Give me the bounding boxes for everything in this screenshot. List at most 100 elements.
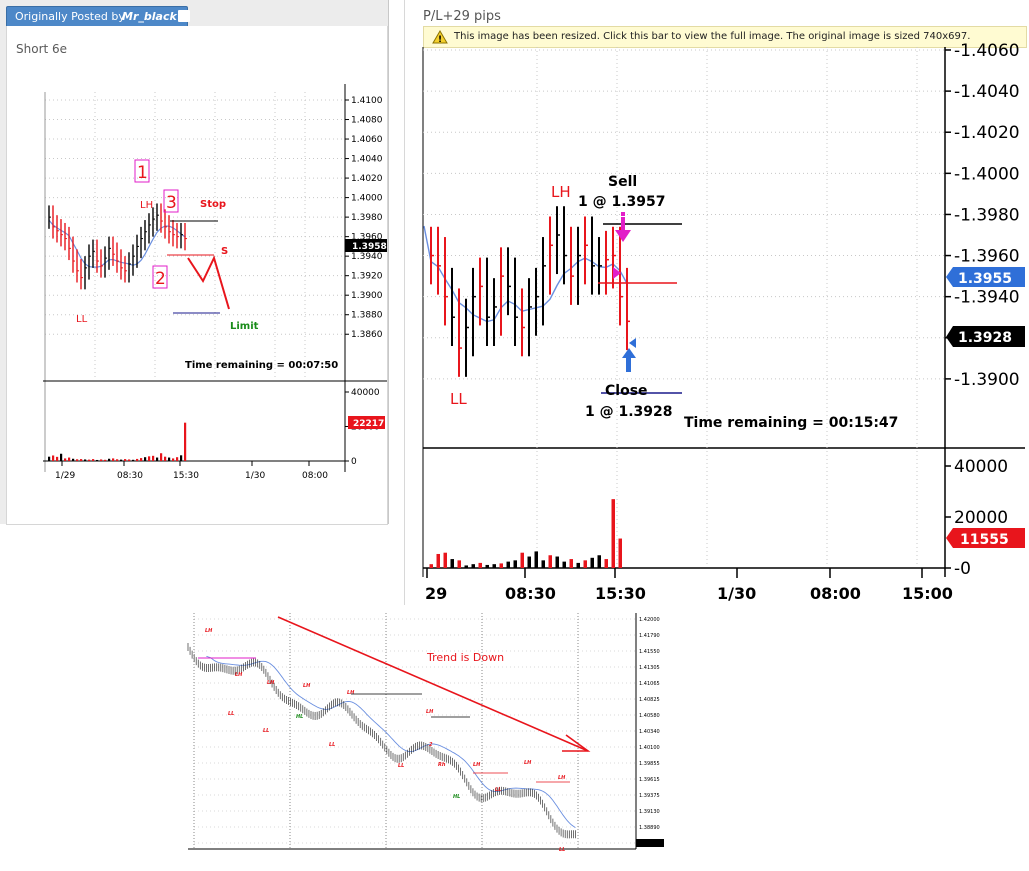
volume-bar [541, 560, 545, 568]
volume-bar [168, 457, 171, 461]
stop-label: Stop [200, 199, 226, 210]
price-ticks: 1.42000 1.41790 1.41550 1.41305 1.41065 1.408… [639, 617, 660, 847]
price-tick-label: -1.4040 [954, 82, 1020, 102]
price-tick-label: 1.38890 [639, 825, 660, 831]
chart-trend: 1.42000 1.41790 1.41550 1.41305 1.41065 1.408… [186, 605, 668, 853]
time-tick-label: 15:30 [173, 471, 199, 481]
price-tick-label: 1.3920 [351, 272, 383, 282]
secondary-price-box [946, 267, 1025, 287]
current-price: 1.3958 [352, 242, 387, 252]
volume-bar [478, 562, 482, 568]
volume-bar [72, 458, 75, 461]
volume-bar [132, 459, 135, 461]
price-tick-label: 1.40580 [639, 713, 660, 719]
swing-label: LH [347, 690, 355, 696]
time-tick-label: 15:00 [902, 584, 953, 603]
price-tick-label: 1.39130 [639, 809, 660, 815]
price-tick-label: 1.3880 [351, 311, 383, 321]
price-tick-label: 1.4020 [351, 174, 383, 184]
current-price-box [636, 839, 664, 847]
price-tick-label: 1.3960 [351, 233, 383, 243]
sell-arrow-icon [615, 212, 631, 242]
volume-tick-label: -0 [954, 559, 971, 579]
swing-label: LH [235, 672, 243, 678]
chart-small-price: 1.4100 1.4080 1.4060 1.4040 1.4020 1.4000 1.39… [43, 84, 387, 481]
volume-bar [583, 560, 587, 568]
price-tick-label: -1.4000 [954, 164, 1020, 184]
view-post-icon[interactable]: ➔ [178, 9, 190, 22]
time-tick-label: 08:30 [117, 471, 143, 481]
volume-bar [172, 458, 175, 461]
price-tick-label: 1.4000 [351, 194, 383, 204]
volume-tick-label: 0 [351, 457, 357, 467]
time-tick-label: 08:00 [302, 471, 328, 481]
entry-marker-icon [613, 267, 621, 279]
price-tick-label: 1.4060 [351, 135, 383, 145]
volume-bar [590, 557, 594, 568]
swing-label: LH [558, 775, 566, 781]
volume-bar [492, 564, 496, 568]
swing-label: LL [263, 728, 269, 734]
price-ticks: -1.4060 -1.4040 -1.4020 -1.4000 -1.3980 -1.39… [945, 41, 1020, 390]
s-label: S [221, 246, 228, 257]
volume-bar [485, 564, 489, 568]
time-tick-label: 08:00 [810, 584, 861, 603]
volume-bar [457, 560, 461, 568]
volume-bar [429, 564, 433, 568]
lh-label: LH [551, 183, 571, 201]
trend-arrow-line [277, 616, 589, 752]
quote-header: Originally Posted by Mr_black ➔ [6, 6, 190, 28]
time-tick-label: 29 [425, 584, 447, 603]
time-ticks: 29 08:30 15:30 1/30 08:00 15:00 [425, 568, 953, 603]
price-tick-label: 1.39375 [639, 793, 660, 799]
label-2: 2 [155, 269, 166, 289]
volume-bar [176, 457, 179, 461]
current-volume: 22217 [353, 419, 384, 429]
price-tick-label: 1.40825 [639, 697, 660, 703]
swing-label: LL [495, 787, 501, 793]
volume-bar [100, 459, 103, 461]
volume-bar [124, 459, 127, 461]
post-author[interactable]: Mr_black [122, 10, 177, 23]
resize-notice-bar[interactable]: ! This image has been resized. Click thi… [423, 26, 1027, 48]
volume-bar [80, 459, 83, 461]
volume-bar [76, 459, 79, 461]
swing-label: LH [267, 680, 275, 686]
volume-bar [144, 457, 147, 461]
warning-icon: ! [432, 30, 448, 44]
volume-bar [555, 556, 559, 568]
price-tick-label: 1.3900 [351, 291, 383, 301]
price-bars [48, 203, 187, 290]
volume-bars [48, 422, 187, 461]
volume-bar [534, 551, 538, 568]
swing-label: LH [303, 683, 311, 689]
swing-label: LL [228, 711, 234, 717]
quoted-post: Originally Posted by Mr_black ➔ Short 6e… [0, 0, 389, 525]
moving-average-line [423, 225, 628, 323]
price-bars [187, 643, 576, 839]
volume-bar [108, 458, 111, 461]
price-tick-label: 1.40100 [639, 745, 660, 751]
price-grid [423, 47, 945, 566]
volume-bar [60, 453, 63, 461]
lh-label: LH [140, 200, 153, 211]
volume-bar [88, 459, 91, 461]
volume-bar [576, 562, 580, 568]
price-grid [45, 92, 345, 379]
sell-label: Sell [608, 174, 637, 190]
time-tick-label: 1/29 [55, 471, 75, 481]
swing-label: LL [398, 763, 404, 769]
volume-bar [513, 560, 517, 568]
volume-bar [164, 456, 167, 461]
swing-label: 2 [429, 742, 433, 748]
current-volume: 11555 [960, 532, 1009, 548]
volume-bar [156, 457, 159, 461]
volume-bar [450, 559, 454, 568]
projected-path [187, 255, 230, 310]
label-1: 1 [137, 163, 148, 183]
quote-body: Short 6e 1.4100 1.4080 1.4060 1.4040 1.4020 1… [6, 26, 388, 525]
price-tick-label: 1.41305 [639, 665, 660, 671]
swing-label: HL [296, 714, 303, 720]
price-tick-label: 1.4080 [351, 116, 383, 126]
volume-bar [160, 453, 163, 461]
